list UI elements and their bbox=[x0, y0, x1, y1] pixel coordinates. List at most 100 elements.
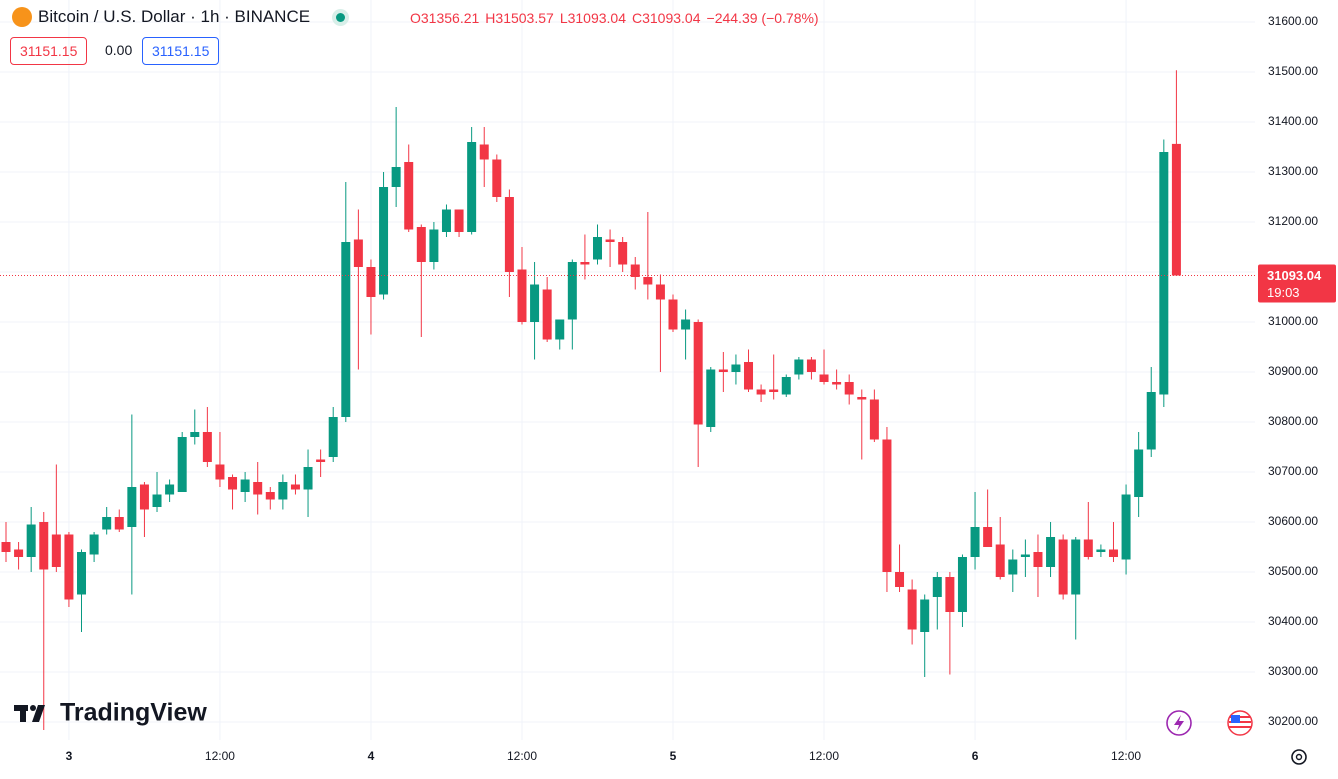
candle-body bbox=[404, 162, 414, 230]
candle-body bbox=[794, 359, 804, 375]
candle-body bbox=[882, 439, 892, 572]
candle-body bbox=[668, 299, 678, 330]
candle-body bbox=[945, 577, 955, 612]
candle-body bbox=[202, 432, 212, 462]
candle-body bbox=[341, 242, 351, 417]
plot: 30200.00 30300.00 30400.00 30500.00 30600.00… bbox=[0, 0, 1336, 763]
candle-body bbox=[1121, 494, 1131, 560]
x-tick-label: 3 bbox=[66, 749, 73, 763]
candle-body bbox=[1058, 539, 1068, 595]
logo-mark bbox=[14, 705, 45, 722]
candle-body bbox=[517, 269, 527, 322]
candle-body bbox=[744, 362, 754, 390]
symbol-header: Bitcoin / U.S. Dollar · 1h · BINANCE bbox=[12, 7, 346, 27]
candle-body bbox=[995, 544, 1005, 577]
candle-body bbox=[957, 557, 967, 612]
candle-body bbox=[857, 397, 867, 400]
candle-body bbox=[366, 267, 376, 297]
candle-body bbox=[643, 277, 653, 285]
y-tick-label: 30800.00 bbox=[1268, 414, 1318, 428]
candle-body bbox=[228, 477, 238, 490]
candle-body bbox=[14, 549, 24, 557]
candle-body bbox=[454, 209, 464, 232]
candle-body bbox=[1171, 143, 1181, 276]
candle-body bbox=[555, 319, 565, 340]
logo-text: TradingView bbox=[60, 699, 207, 727]
sell-button[interactable]: 31151.15 bbox=[10, 37, 88, 65]
candle-body bbox=[215, 464, 225, 480]
candle-body bbox=[26, 524, 36, 557]
candle-body bbox=[1071, 539, 1081, 595]
y-tick-label: 30400.00 bbox=[1268, 614, 1318, 628]
candle-body bbox=[492, 159, 502, 197]
y-tick-label: 30300.00 bbox=[1268, 664, 1318, 678]
candle-body bbox=[102, 517, 112, 530]
price-tag-value: 31093.04 bbox=[1267, 268, 1322, 283]
x-tick-label: 6 bbox=[972, 749, 979, 763]
candle-body bbox=[379, 187, 389, 295]
ohlc-high: H31503.57 bbox=[485, 10, 554, 26]
coin-icon bbox=[12, 7, 32, 27]
ohlc-legend: O31356.21 H31503.57 L31093.04 C31093.04 … bbox=[410, 10, 819, 26]
candle-body bbox=[907, 589, 917, 630]
candle-body bbox=[1108, 549, 1118, 557]
candle-body bbox=[655, 284, 665, 300]
candle-body bbox=[1096, 549, 1106, 552]
candle-body bbox=[769, 389, 779, 392]
candle-body bbox=[819, 374, 829, 382]
candle-body bbox=[781, 377, 791, 395]
candle-body bbox=[706, 369, 716, 427]
candle-body bbox=[479, 144, 489, 160]
candle-body bbox=[580, 262, 590, 265]
flag-icon[interactable] bbox=[1227, 710, 1253, 736]
candle-body bbox=[895, 572, 905, 587]
candle-body bbox=[265, 492, 275, 500]
candle-body bbox=[39, 522, 49, 570]
lightning-icon[interactable] bbox=[1166, 710, 1192, 736]
candle-body bbox=[240, 479, 250, 492]
ohlc-open: O31356.21 bbox=[410, 10, 480, 26]
candle-body bbox=[693, 322, 703, 425]
ohlc-low: L31093.04 bbox=[559, 10, 626, 26]
y-tick-label: 31400.00 bbox=[1268, 114, 1318, 128]
candle-body bbox=[1134, 449, 1144, 497]
candle-body bbox=[467, 142, 477, 232]
candle-body bbox=[114, 517, 124, 530]
y-tick-label: 31000.00 bbox=[1268, 314, 1318, 328]
y-tick-label: 30200.00 bbox=[1268, 714, 1318, 728]
candle-body bbox=[605, 239, 615, 242]
candle-body bbox=[278, 482, 288, 500]
x-tick-label: 12:00 bbox=[205, 749, 235, 763]
candle-body bbox=[920, 599, 930, 632]
x-tick-label: 5 bbox=[670, 749, 677, 763]
candle-body bbox=[542, 289, 552, 340]
y-tick-label: 30600.00 bbox=[1268, 514, 1318, 528]
candle-body bbox=[77, 552, 87, 595]
candle-body bbox=[630, 264, 640, 277]
x-tick-label: 12:00 bbox=[1111, 749, 1141, 763]
candle-body bbox=[530, 284, 540, 322]
candle-body bbox=[592, 237, 602, 260]
candle-body bbox=[328, 417, 338, 457]
candle-body bbox=[504, 197, 514, 272]
candle-body bbox=[681, 319, 691, 330]
candle-body bbox=[165, 484, 175, 495]
ohlc-close: C31093.04 bbox=[632, 10, 701, 26]
settings-icon[interactable] bbox=[1291, 749, 1307, 765]
candle-body bbox=[1159, 152, 1169, 395]
y-tick-label: 31300.00 bbox=[1268, 164, 1318, 178]
candle-body bbox=[89, 534, 99, 555]
candle-body bbox=[1, 542, 11, 552]
ohlc-change: −244.39 (−0.78%) bbox=[706, 10, 819, 26]
candle-body bbox=[1020, 554, 1030, 557]
buy-button[interactable]: 31151.15 bbox=[142, 37, 220, 65]
candle-body bbox=[316, 459, 326, 462]
candle-body bbox=[139, 484, 149, 510]
candle-body bbox=[1033, 552, 1043, 567]
y-tick-label: 31600.00 bbox=[1268, 14, 1318, 28]
y-tick-label: 30500.00 bbox=[1268, 564, 1318, 578]
candle-body bbox=[1008, 559, 1018, 575]
candle-body bbox=[290, 484, 300, 490]
